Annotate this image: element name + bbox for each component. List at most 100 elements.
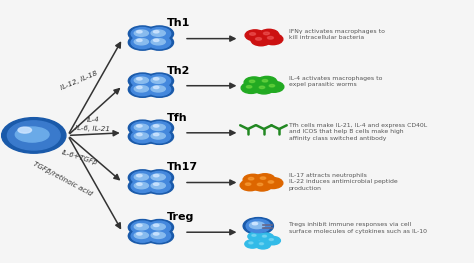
Circle shape [145,129,173,144]
Ellipse shape [134,224,148,230]
Text: IL-12, IL-18: IL-12, IL-18 [59,70,98,91]
Circle shape [265,236,281,245]
Circle shape [145,170,173,185]
Text: IL-17 attracts neutrophils
IL-22 induces antimicrobial peptide
production: IL-17 attracts neutrophils IL-22 induces… [289,173,398,191]
Circle shape [128,228,157,244]
Ellipse shape [137,39,142,42]
Ellipse shape [151,124,165,130]
Ellipse shape [249,222,264,229]
Ellipse shape [137,31,142,33]
Ellipse shape [264,32,269,35]
Circle shape [145,228,173,244]
Circle shape [128,82,157,97]
Ellipse shape [151,30,165,36]
Circle shape [148,230,171,242]
Circle shape [148,36,171,49]
Circle shape [131,75,154,87]
Ellipse shape [137,78,142,80]
Ellipse shape [151,224,165,230]
Text: Treg: Treg [167,212,194,222]
Ellipse shape [151,232,165,239]
Circle shape [128,34,157,50]
Circle shape [131,171,154,184]
Text: Tregs inhibit immune responses via cell
surface molecules of cytokines such as I: Tregs inhibit immune responses via cell … [289,222,427,234]
Ellipse shape [255,38,262,40]
Circle shape [145,220,173,235]
Circle shape [145,82,173,97]
Circle shape [131,83,154,96]
Circle shape [145,120,173,136]
Circle shape [255,241,271,249]
Circle shape [255,174,275,185]
Ellipse shape [137,224,142,226]
Ellipse shape [260,177,266,179]
Ellipse shape [246,85,252,88]
Circle shape [148,83,171,96]
Circle shape [251,35,271,46]
Circle shape [148,28,171,40]
Circle shape [131,28,154,40]
Circle shape [263,34,283,45]
Circle shape [254,83,274,94]
Ellipse shape [262,79,268,82]
Circle shape [128,178,157,194]
Circle shape [148,221,171,234]
Ellipse shape [269,239,273,240]
Text: TGFβ/retinoic acid: TGFβ/retinoic acid [32,161,93,197]
Circle shape [252,180,272,191]
Circle shape [1,118,66,153]
Text: IL-6+TGFβ: IL-6+TGFβ [61,149,99,166]
Circle shape [131,180,154,193]
Ellipse shape [154,133,159,136]
Circle shape [131,230,154,242]
Circle shape [244,77,264,88]
Ellipse shape [18,127,32,133]
Ellipse shape [154,224,159,226]
Circle shape [257,76,277,87]
Circle shape [128,120,157,136]
Circle shape [145,26,173,42]
Ellipse shape [151,86,165,92]
Ellipse shape [154,86,159,89]
Ellipse shape [252,234,256,236]
Text: IL-4: IL-4 [86,117,100,123]
Circle shape [131,36,154,49]
Text: Th2: Th2 [167,65,191,75]
Ellipse shape [134,39,148,45]
Circle shape [243,174,263,185]
Circle shape [248,232,263,241]
Ellipse shape [134,232,148,239]
Ellipse shape [154,125,159,127]
Ellipse shape [252,222,257,225]
Ellipse shape [137,86,142,89]
Circle shape [145,34,173,50]
Ellipse shape [154,233,159,235]
Ellipse shape [137,233,142,235]
Ellipse shape [134,77,148,83]
Circle shape [128,220,157,235]
Text: Th1: Th1 [167,18,191,28]
Circle shape [263,178,283,189]
Ellipse shape [248,178,254,180]
Ellipse shape [249,242,253,244]
Ellipse shape [134,86,148,92]
Circle shape [246,219,270,233]
Ellipse shape [154,31,159,33]
Ellipse shape [137,183,142,185]
Circle shape [131,122,154,134]
Circle shape [131,130,154,143]
Circle shape [128,73,157,89]
Ellipse shape [259,86,265,89]
Ellipse shape [154,39,159,42]
Ellipse shape [134,124,148,130]
Circle shape [258,233,273,241]
Ellipse shape [246,183,251,185]
Circle shape [243,218,273,234]
Circle shape [240,180,260,191]
Circle shape [128,170,157,185]
Ellipse shape [151,39,165,45]
Ellipse shape [257,183,263,186]
Text: Th17: Th17 [167,162,198,172]
Ellipse shape [259,243,264,245]
Ellipse shape [137,125,142,127]
